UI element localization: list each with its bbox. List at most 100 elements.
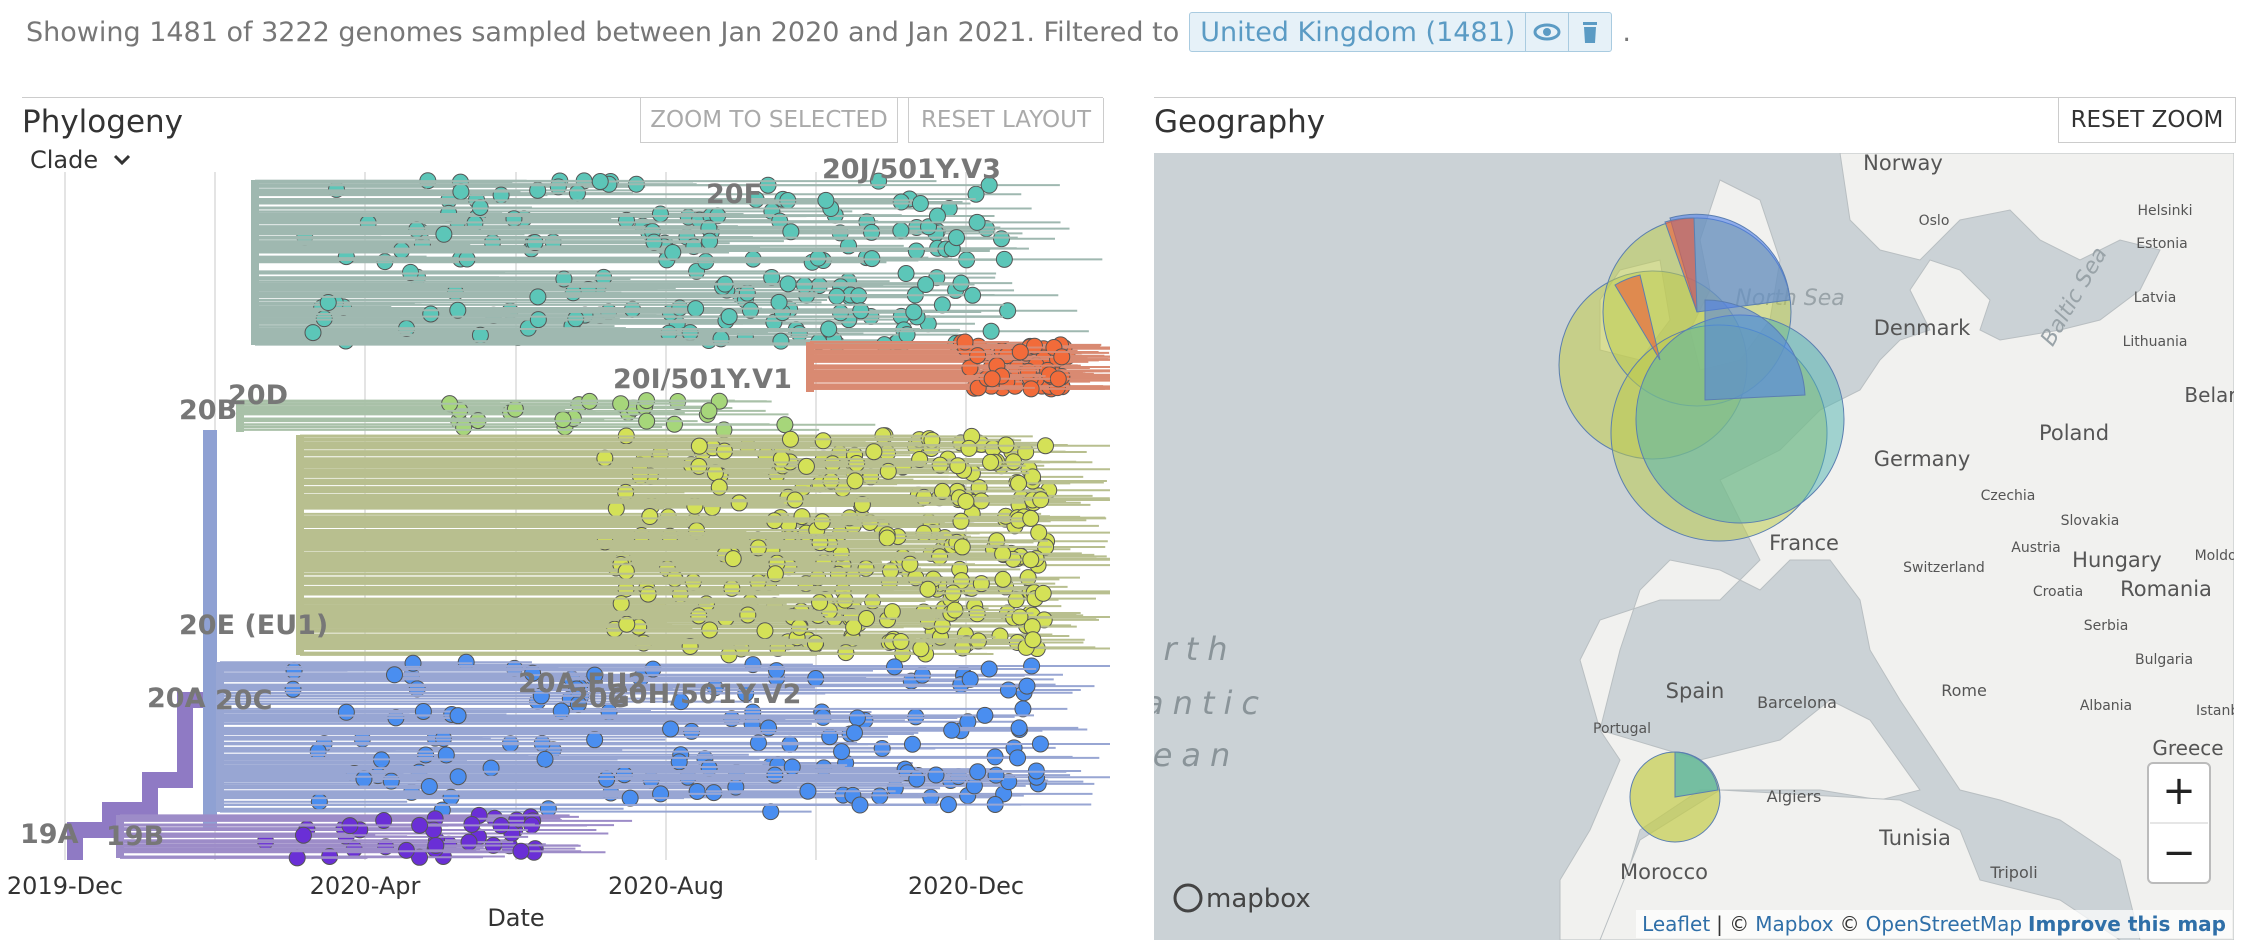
attribution-text: | ©	[1716, 912, 1750, 936]
clade-label: 20F	[706, 179, 762, 210]
country-label: Belarus	[2184, 383, 2234, 407]
tip	[999, 302, 1017, 320]
tip	[969, 347, 987, 365]
phylogeny-panel: Phylogeny ZOOM TO SELECTED RESET LAYOUT …	[22, 97, 1104, 938]
tip	[1010, 474, 1028, 492]
tip	[851, 796, 869, 814]
country-label: Slovakia	[2061, 513, 2120, 529]
tip	[833, 743, 851, 761]
x-tick-label: 2019-Dec	[7, 872, 123, 900]
tip	[883, 603, 901, 621]
zoom-out-button[interactable]: −	[2162, 830, 2196, 876]
tip	[858, 610, 876, 628]
country-label: Serbia	[2084, 618, 2129, 634]
toggle-filter-icon[interactable]	[1525, 13, 1568, 51]
zoom-control: + −	[2147, 762, 2211, 884]
tip	[994, 570, 1012, 588]
tip	[982, 453, 1000, 471]
tip	[539, 800, 557, 818]
x-tick-label: 2020-Apr	[310, 872, 421, 900]
tip	[710, 392, 728, 410]
country-label: Denmark	[1874, 316, 1971, 340]
attribution-link[interactable]: Leaflet	[1642, 912, 1711, 936]
ocean-label: ean	[1154, 736, 1239, 774]
country-label: Morocco	[1620, 860, 1708, 884]
tip	[878, 529, 896, 547]
clade-label: 20D	[228, 380, 288, 411]
tip	[701, 232, 719, 250]
filter-label[interactable]: United Kingdom (1481)	[1200, 16, 1516, 48]
country-label: France	[1769, 531, 1839, 555]
tip	[976, 706, 994, 724]
reset-zoom-button[interactable]: RESET ZOOM	[2058, 98, 2236, 143]
tip	[739, 606, 757, 624]
city-label: Algiers	[1767, 787, 1822, 806]
tip	[892, 222, 910, 240]
tip	[1023, 657, 1041, 675]
zoom-in-button[interactable]: +	[2162, 768, 2196, 814]
tip	[617, 562, 635, 580]
tip	[724, 550, 742, 568]
tip	[980, 660, 998, 678]
tip	[922, 788, 940, 806]
zoom-selected-button[interactable]: ZOOM TO SELECTED	[640, 98, 898, 143]
country-label: Latvia	[2134, 290, 2177, 306]
color-by-dropdown[interactable]: Clade	[30, 146, 132, 174]
tip	[730, 494, 748, 512]
color-by-label[interactable]: Clade	[30, 146, 99, 174]
tip	[811, 593, 829, 611]
tip	[919, 580, 937, 598]
tip	[953, 538, 971, 556]
filter-badge[interactable]: United Kingdom (1481)	[1189, 12, 1613, 52]
tip	[917, 275, 935, 293]
tip	[1010, 719, 1028, 737]
tip	[772, 332, 790, 350]
attribution-link[interactable]: Mapbox	[1755, 912, 1834, 936]
tip	[1024, 631, 1042, 649]
tip	[886, 779, 904, 797]
tip	[710, 478, 728, 496]
tip	[987, 766, 1005, 784]
branch	[67, 692, 210, 860]
clade-label: 20A	[147, 683, 206, 714]
tip	[1022, 380, 1040, 398]
tip	[482, 759, 500, 777]
tip	[690, 437, 708, 455]
x-tick-label: 2020-Dec	[908, 872, 1024, 900]
tip	[952, 512, 970, 530]
country-label: Romania	[2120, 577, 2212, 601]
tip	[1022, 509, 1040, 527]
remove-filter-icon[interactable]	[1568, 13, 1611, 51]
tip	[931, 548, 949, 566]
tip	[621, 789, 639, 807]
tip	[968, 213, 986, 231]
tip	[665, 415, 683, 433]
tip	[449, 707, 467, 725]
tip	[772, 450, 790, 468]
country-label: Norway	[1863, 153, 1943, 175]
geography-panel: Geography RESET ZOOM	[1154, 97, 2236, 938]
tip	[933, 296, 951, 314]
attribution-link[interactable]: OpenStreetMap	[1865, 912, 2023, 936]
attribution-link[interactable]: Improve this map	[2028, 912, 2226, 936]
mapbox-logo[interactable]: mapbox	[1173, 883, 1311, 914]
country-label: Spain	[1666, 679, 1725, 703]
tip	[969, 763, 987, 781]
city-label: Istanbul	[2196, 703, 2234, 719]
city-label: Oslo	[1919, 213, 1950, 229]
tip	[1009, 749, 1027, 767]
tip	[943, 721, 961, 739]
reset-layout-button[interactable]: RESET LAYOUT	[908, 98, 1104, 143]
country-label: Lithuania	[2123, 334, 2188, 350]
tip	[912, 640, 930, 658]
tip	[618, 615, 636, 633]
tip	[928, 207, 946, 225]
clade-label: 20E (EU1)	[179, 610, 328, 641]
map[interactable]: Norway Oslo Helsinki Estonia Latvia Lith…	[1154, 153, 2234, 940]
tip	[586, 666, 604, 684]
city-label: Helsinki	[2137, 203, 2192, 219]
country-label: Germany	[1874, 447, 1971, 471]
tip	[1031, 735, 1049, 753]
tip	[992, 230, 1010, 248]
